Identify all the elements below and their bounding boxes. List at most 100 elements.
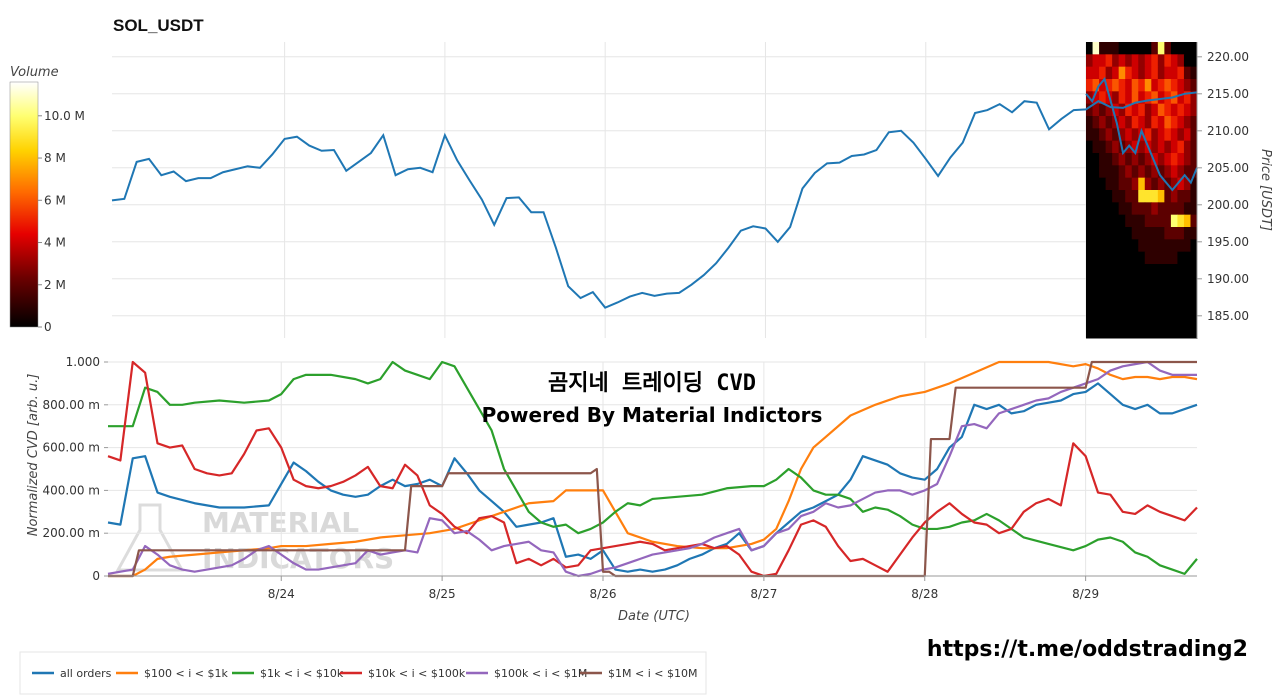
heatmap-cell	[1138, 177, 1146, 191]
heatmap-cell	[1086, 313, 1094, 327]
heatmap-cell	[1105, 42, 1113, 55]
heatmap-cell	[1099, 103, 1107, 117]
heatmap-cell	[1086, 239, 1094, 253]
heatmap-cell	[1125, 91, 1133, 105]
heatmap-cell	[1112, 42, 1120, 55]
heatmap-cell	[1157, 239, 1165, 253]
heatmap-cell	[1164, 54, 1172, 68]
heatmap-cell	[1138, 91, 1146, 105]
heatmap-cell	[1164, 251, 1172, 265]
heatmap-cell	[1112, 227, 1120, 240]
heatmap-cell	[1118, 325, 1126, 339]
heatmap-cell	[1131, 325, 1139, 339]
heatmap-cell	[1125, 54, 1133, 68]
heatmap-cell	[1164, 202, 1172, 216]
heatmap-cell	[1099, 214, 1107, 228]
heatmap-cell	[1177, 301, 1185, 314]
heatmap-cell	[1164, 264, 1172, 277]
heatmap-cell	[1112, 288, 1120, 302]
heatmap-cell	[1157, 214, 1165, 228]
heatmap-cell	[1125, 251, 1133, 265]
heatmap-cell	[1144, 264, 1152, 277]
heatmap-cell	[1099, 301, 1107, 314]
heatmap-cell	[1138, 79, 1146, 92]
heatmap-cell	[1170, 239, 1178, 253]
price-tick-label: 185.00	[1207, 309, 1249, 323]
heatmap-cell	[1099, 165, 1107, 179]
heatmap-cell	[1092, 79, 1100, 92]
heatmap-cell	[1138, 301, 1146, 314]
legend-label[interactable]: all orders	[60, 667, 112, 680]
legend-label[interactable]: $1k < i < $10k	[260, 667, 344, 680]
heatmap-cell	[1170, 54, 1178, 68]
heatmap-cell	[1164, 103, 1172, 117]
heatmap-cell	[1086, 177, 1094, 191]
heatmap-cell	[1112, 239, 1120, 253]
heatmap-cell	[1183, 42, 1191, 55]
heatmap-cell	[1183, 214, 1191, 228]
heatmap-cell	[1177, 264, 1185, 277]
legend-label[interactable]: $100 < i < $1k	[144, 667, 228, 680]
heatmap-cell	[1151, 264, 1159, 277]
heatmap-cell	[1157, 190, 1165, 203]
watermark-line1: MATERIAL	[202, 506, 359, 539]
date-tick-label: 8/29	[1072, 587, 1099, 601]
heatmap-cell	[1144, 79, 1152, 92]
heatmap-cell	[1125, 264, 1133, 277]
heatmap-cell	[1157, 54, 1165, 68]
heatmap-cell	[1125, 190, 1133, 203]
heatmap-cell	[1105, 66, 1113, 80]
heatmap-cell	[1144, 313, 1152, 327]
heatmap-cell	[1099, 264, 1107, 277]
legend-label[interactable]: $100k < i < $1M	[494, 667, 587, 680]
telegram-link[interactable]: https://t.me/oddstrading2	[927, 637, 1248, 662]
heatmap-cell	[1170, 153, 1178, 166]
heatmap-cell	[1170, 227, 1178, 240]
cvd-x-axis-label: Date (UTC)	[618, 609, 690, 624]
heatmap-cell	[1112, 79, 1120, 92]
price-tick-label: 205.00	[1207, 161, 1249, 175]
heatmap-cell	[1131, 103, 1139, 117]
heatmap-cell	[1092, 91, 1100, 105]
heatmap-cell	[1086, 202, 1094, 216]
heatmap-cell	[1138, 214, 1146, 228]
flask-icon	[115, 503, 185, 572]
heatmap-cell	[1118, 153, 1126, 166]
heatmap-cell	[1125, 239, 1133, 253]
heatmap-cell	[1086, 128, 1094, 142]
cvd-line-4	[107, 360, 1197, 578]
heatmap-cell	[1118, 103, 1126, 117]
legend-label[interactable]: $1M < i < $10M	[608, 667, 697, 680]
heatmap-cell	[1190, 313, 1198, 327]
heatmap-cell	[1190, 165, 1198, 179]
legend-label[interactable]: $10k < i < $100k	[368, 667, 466, 680]
heatmap-cell	[1151, 103, 1159, 117]
heatmap-cell	[1118, 165, 1126, 179]
cvd-line-1	[108, 360, 1198, 578]
heatmap-cell	[1099, 239, 1107, 253]
heatmap-cell	[1177, 66, 1185, 80]
heatmap-cell	[1112, 153, 1120, 166]
heatmap-cell	[1157, 103, 1165, 117]
heatmap-cell	[1177, 214, 1185, 228]
heatmap-cell	[1131, 251, 1139, 265]
heatmap-cell	[1144, 239, 1152, 253]
heatmap-cell	[1138, 42, 1146, 55]
heatmap-cell	[1105, 227, 1113, 240]
heatmap-cell	[1086, 54, 1094, 68]
heatmap-cell	[1177, 165, 1185, 179]
heatmap-cell	[1170, 116, 1178, 129]
heatmap-cell	[1086, 140, 1094, 154]
heatmap-cell	[1144, 202, 1152, 216]
heatmap-cell	[1138, 227, 1146, 240]
heatmap-cell	[1125, 227, 1133, 240]
heatmap-cell	[1170, 276, 1178, 290]
heatmap-cell	[1118, 301, 1126, 314]
heatmap-cell	[1125, 325, 1133, 339]
heatmap-cell	[1157, 276, 1165, 290]
heatmap-cell	[1118, 79, 1126, 92]
heatmap-cell	[1164, 313, 1172, 327]
heatmap-cell	[1105, 54, 1113, 68]
date-tick-label: 8/25	[429, 587, 456, 601]
heatmap-cell	[1105, 153, 1113, 166]
